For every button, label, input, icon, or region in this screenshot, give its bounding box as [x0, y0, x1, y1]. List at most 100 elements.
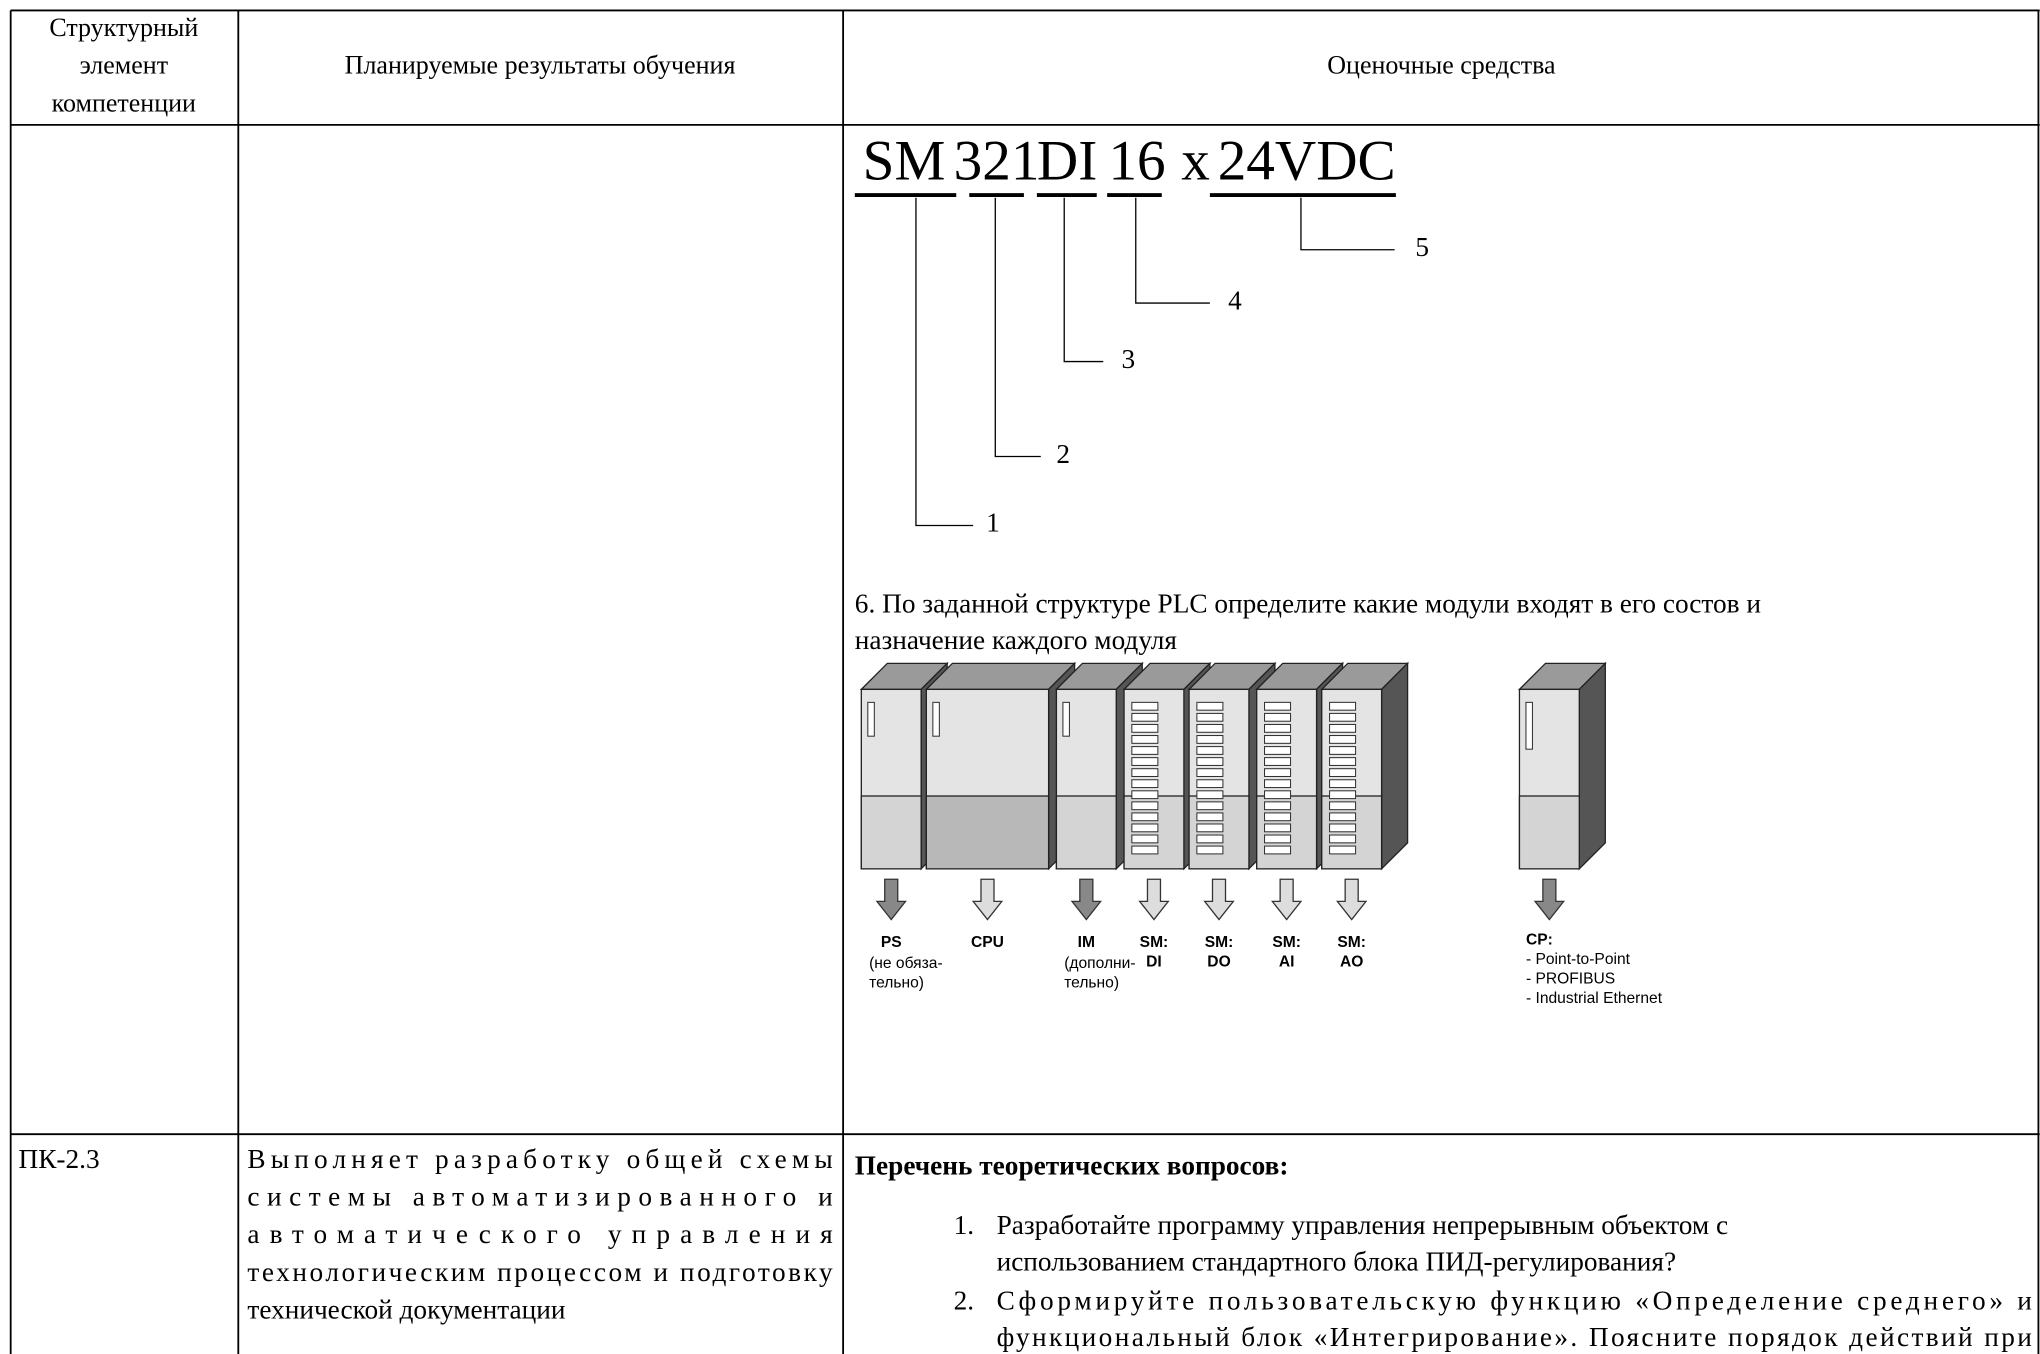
table-grid — [9, 9, 2040, 1354]
down-arrow — [1533, 878, 1566, 921]
plc-module — [924, 661, 1077, 871]
callout-number: 1 — [986, 508, 1000, 538]
io-slot — [1131, 735, 1159, 744]
item-line: Сформируйте пользовательскую функцию «Оп… — [997, 1286, 2032, 1316]
item-number: 2. — [954, 1286, 974, 1316]
io-slot — [1196, 735, 1224, 744]
io-slot — [1131, 723, 1159, 733]
io-slot — [1131, 757, 1159, 766]
callout-number: 3 — [1121, 344, 1135, 374]
io-slot — [1131, 834, 1159, 844]
result-line: технической документации — [247, 1295, 565, 1325]
down-arrow — [1138, 878, 1170, 921]
io-slot — [1131, 823, 1159, 833]
item-line: использованием стандартного блока ПИД-ре… — [997, 1247, 1676, 1277]
io-slot — [1196, 845, 1224, 855]
section-heading: Перечень теоретических вопросов: — [855, 1150, 1289, 1180]
module-name: AI — [1279, 954, 1295, 971]
io-slot — [1264, 812, 1292, 822]
module-side — [1578, 661, 1606, 871]
callout-line — [1063, 197, 1104, 363]
code-part: SM — [863, 129, 946, 192]
io-slot — [1329, 845, 1357, 855]
io-slot — [1264, 723, 1292, 733]
io-slot — [1131, 746, 1159, 755]
io-slot — [1329, 712, 1357, 722]
io-slot — [1131, 812, 1159, 822]
io-slot — [1131, 712, 1159, 722]
question-text: 6. По заданной структуре PLC определите … — [855, 588, 1761, 618]
header-cell: элемент — [80, 51, 168, 80]
io-slot — [1196, 823, 1224, 833]
down-arrow — [1336, 878, 1368, 921]
module-name: SM: — [1205, 934, 1234, 951]
indicator — [932, 701, 940, 737]
callout-number: 2 — [1056, 439, 1070, 469]
module-name: DO — [1207, 954, 1230, 971]
module-name: SM: — [1140, 934, 1169, 951]
module-name: AO — [1340, 954, 1363, 971]
io-slot — [1196, 779, 1224, 789]
indicator — [1062, 701, 1070, 737]
io-slot — [1196, 834, 1224, 844]
module-name: IM — [1078, 934, 1095, 951]
io-slot — [1196, 701, 1224, 711]
down-arrow — [1270, 878, 1303, 921]
io-slot — [1131, 790, 1159, 800]
io-slot — [1264, 823, 1292, 833]
io-slot — [1329, 735, 1357, 744]
io-slot — [1329, 801, 1357, 811]
module-note: тельно) — [1064, 974, 1119, 991]
io-slot — [1329, 823, 1357, 833]
io-slot — [1196, 712, 1224, 722]
io-slot — [1196, 812, 1224, 822]
io-slot — [1196, 801, 1224, 811]
io-slot — [1131, 845, 1159, 855]
code-part: DI — [1037, 129, 1097, 192]
down-arrow — [1070, 878, 1102, 921]
result-line: технологическим процессом и подготовку — [247, 1257, 833, 1287]
question-text: назначение каждого модуля — [855, 625, 1178, 655]
io-slot — [1329, 746, 1357, 755]
module-name: DI — [1146, 954, 1162, 971]
cp-option: - Industrial Ethernet — [1526, 990, 1663, 1007]
io-slot — [1131, 768, 1159, 778]
io-slot — [1264, 845, 1292, 855]
callout-line — [915, 197, 974, 527]
callout-number: 4 — [1228, 285, 1242, 315]
module-lower — [925, 795, 1050, 870]
module-note: тельно) — [869, 974, 924, 991]
io-slot — [1329, 701, 1357, 711]
io-slot — [1131, 779, 1159, 789]
module-name: CPU — [971, 934, 1004, 951]
module-note: (дополни- — [1064, 955, 1135, 972]
result-line: системы автоматизированного и — [247, 1181, 832, 1211]
cp-option: - PROFIBUS — [1526, 971, 1615, 988]
result-line: Выполняет разработку общей схемы — [247, 1144, 832, 1174]
io-slot — [1264, 790, 1292, 800]
io-slot — [1264, 779, 1292, 789]
io-slot — [1131, 701, 1159, 711]
io-slot — [1264, 712, 1292, 722]
callout-line — [1135, 197, 1210, 304]
header-cell: Структурный — [49, 13, 198, 42]
io-slot — [1196, 757, 1224, 766]
module-name: CP: — [1526, 932, 1553, 949]
io-slot — [1131, 801, 1159, 811]
item-number: 1. — [954, 1210, 974, 1240]
io-slot — [1329, 790, 1357, 800]
competence-code: ПК-2.3 — [18, 1144, 99, 1174]
callout-number: 5 — [1415, 232, 1429, 262]
io-slot — [1196, 723, 1224, 733]
io-slot — [1329, 834, 1357, 844]
code-part: 24VDC — [1218, 129, 1396, 192]
item-line: Разработайте программу управления непрер… — [997, 1210, 1729, 1240]
io-slot — [1329, 812, 1357, 822]
code-part: 16 — [1108, 129, 1165, 192]
header-cell: Планируемые результаты обучения — [345, 51, 736, 80]
io-slot — [1264, 801, 1292, 811]
io-slot — [1264, 735, 1292, 744]
down-arrow — [875, 878, 907, 921]
io-slot — [1264, 701, 1292, 711]
io-slot — [1196, 768, 1224, 778]
